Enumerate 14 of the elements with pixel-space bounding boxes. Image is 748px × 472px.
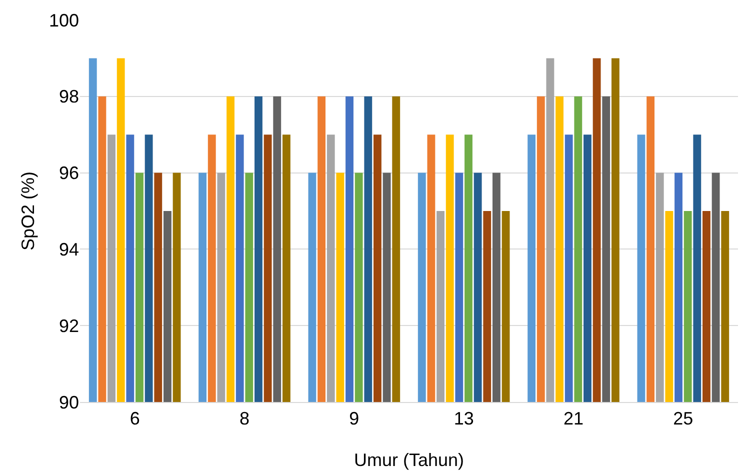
y-axis-title: SpO2 (%): [18, 171, 38, 251]
x-axis-title: Umur (Tahun): [354, 450, 464, 470]
x-tick-label: 25: [673, 408, 694, 429]
y-tick-label: 96: [58, 163, 79, 184]
x-tick-label: 6: [130, 408, 140, 429]
x-tick-label: 9: [349, 408, 360, 429]
y-tick-label: 92: [58, 316, 79, 336]
y-tick-label: 100: [48, 10, 79, 30]
y-tick-label: 94: [58, 240, 79, 260]
x-tick-label: 21: [563, 408, 584, 429]
x-tick-label: 8: [239, 408, 250, 429]
y-tick-label: 90: [58, 392, 79, 412]
y-tick-label: 98: [58, 86, 79, 107]
x-tick-label: 13: [454, 408, 474, 429]
